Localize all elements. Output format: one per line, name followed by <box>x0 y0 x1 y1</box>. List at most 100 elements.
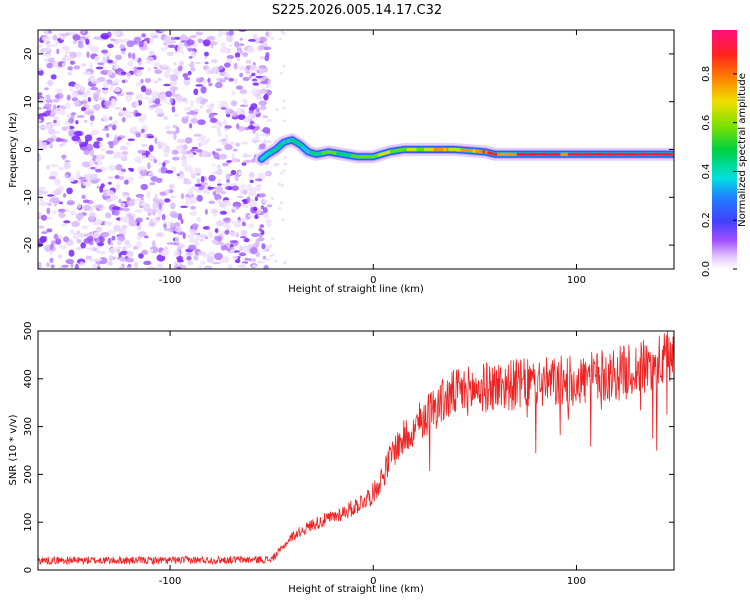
noise-blob <box>152 209 156 216</box>
noise-blob <box>194 183 202 187</box>
noise-blob <box>216 168 223 176</box>
noise-blob <box>159 191 167 196</box>
spectrogram-marks <box>38 30 674 269</box>
noise-blob <box>108 247 118 254</box>
noise-blob <box>59 143 64 147</box>
y-tick-label: 500 <box>23 321 34 340</box>
noise-blob <box>140 166 146 171</box>
noise-blob <box>263 207 268 214</box>
noise-blob <box>248 258 252 262</box>
ridge-core <box>570 152 573 156</box>
noise-blob <box>193 88 199 96</box>
ridge-core <box>409 147 413 152</box>
noise-blob <box>80 177 84 185</box>
noise-blob <box>206 36 216 40</box>
ridge-core <box>526 152 530 156</box>
noise-blob <box>97 178 101 183</box>
noise-blob <box>85 255 92 260</box>
noise-blob <box>81 194 86 199</box>
noise-blob <box>59 244 67 250</box>
noise-blob <box>116 248 120 254</box>
noise-blob <box>38 92 43 96</box>
noise-blob <box>234 52 241 58</box>
noise-blob <box>185 199 190 207</box>
noise-blob <box>249 179 254 184</box>
noise-blob <box>138 253 144 259</box>
noise-blob <box>193 133 202 137</box>
noise-blob <box>183 77 191 80</box>
noise-blob <box>261 243 266 250</box>
noise-blob <box>180 34 188 42</box>
noise-blob <box>229 140 236 146</box>
noise-blob <box>257 45 265 50</box>
x-tick-label: 0 <box>370 576 376 587</box>
noise-blob <box>244 257 250 261</box>
noise-blob <box>38 153 41 161</box>
noise-blob <box>222 218 230 222</box>
noise-blob <box>48 44 57 47</box>
noise-blob <box>111 98 116 105</box>
noise-blob <box>241 230 247 236</box>
noise-blob <box>63 193 67 198</box>
noise-blob <box>237 114 246 120</box>
noise-blob <box>274 162 278 166</box>
noise-blob <box>171 149 179 155</box>
noise-blob <box>248 110 254 114</box>
snr-x-axis-title: Height of straight line (km) <box>288 584 424 595</box>
noise-blob <box>180 150 188 155</box>
noise-blob <box>189 211 198 217</box>
noise-blob <box>114 134 118 142</box>
noise-blob <box>172 124 178 129</box>
ridge-core <box>416 147 420 152</box>
noise-blob <box>222 199 232 207</box>
noise-blob <box>138 61 142 66</box>
noise-blob <box>278 37 282 41</box>
noise-blob <box>81 161 91 168</box>
noise-blob <box>216 220 224 227</box>
noise-blob <box>165 170 174 174</box>
noise-blob <box>236 123 240 130</box>
noise-blob <box>157 112 165 115</box>
noise-blob <box>38 119 42 123</box>
noise-blob <box>162 116 169 120</box>
noise-blob <box>98 142 104 148</box>
noise-blob <box>137 149 146 154</box>
noise-blob <box>256 107 260 113</box>
ridge-core <box>331 150 334 155</box>
noise-blob <box>38 201 48 207</box>
ridge-core <box>294 140 298 144</box>
noise-blob <box>226 35 234 43</box>
noise-blob <box>200 86 207 94</box>
noise-blob <box>166 242 176 245</box>
ridge-core <box>360 155 364 159</box>
noise-blob <box>134 198 143 202</box>
noise-blob <box>246 46 255 54</box>
noise-blob <box>141 154 146 159</box>
noise-blob <box>115 54 122 60</box>
noise-blob <box>146 266 156 269</box>
noise-blob <box>46 228 53 233</box>
noise-blob <box>250 103 258 110</box>
ridge-core <box>392 149 395 153</box>
noise-blob <box>230 109 234 114</box>
noise-blob <box>218 121 223 128</box>
noise-blob <box>238 65 246 71</box>
noise-blob <box>83 233 92 237</box>
spectrogram-x-axis-title: Height of straight line (km) <box>288 284 424 295</box>
noise-blob <box>146 217 149 220</box>
noise-blob <box>164 189 170 195</box>
noise-blob <box>68 129 76 137</box>
x-tick-label: 100 <box>567 576 586 587</box>
ridge-core <box>358 155 361 159</box>
noise-blob <box>58 212 66 219</box>
ridge-core <box>431 147 434 152</box>
noise-blob <box>280 184 284 187</box>
noise-blob <box>58 254 62 259</box>
noise-blob <box>126 266 133 269</box>
noise-blob <box>196 194 203 202</box>
noise-blob <box>101 49 109 54</box>
noise-blob <box>148 171 154 176</box>
noise-blob <box>99 257 108 265</box>
noise-blob <box>144 77 151 84</box>
